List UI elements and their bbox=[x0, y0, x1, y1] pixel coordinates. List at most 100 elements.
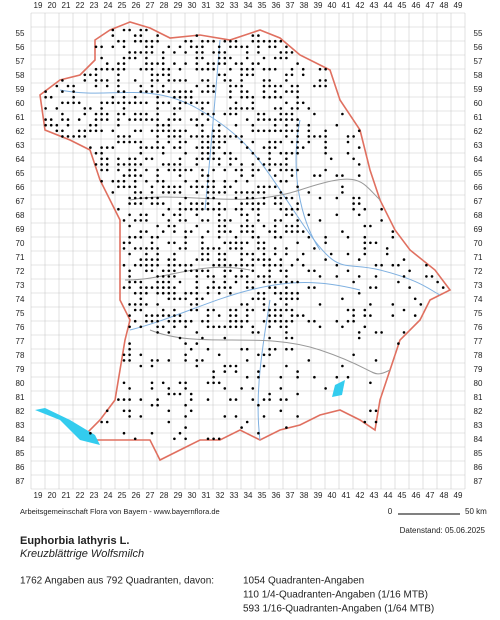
column-label: 43 bbox=[370, 491, 379, 500]
dot bbox=[206, 219, 210, 222]
dot bbox=[285, 247, 288, 250]
dot bbox=[139, 151, 143, 155]
dot bbox=[352, 207, 355, 211]
dot bbox=[189, 202, 193, 205]
dot bbox=[251, 387, 255, 390]
dot bbox=[184, 387, 187, 390]
dot bbox=[408, 286, 411, 289]
column-label: 39 bbox=[314, 1, 323, 10]
dot bbox=[161, 101, 165, 105]
dot bbox=[150, 269, 154, 273]
dot bbox=[357, 275, 361, 278]
dot bbox=[245, 90, 249, 93]
column-label: 19 bbox=[34, 491, 43, 500]
dot bbox=[156, 39, 159, 43]
column-label: 20 bbox=[48, 491, 57, 500]
dot bbox=[251, 207, 255, 211]
dot bbox=[279, 280, 283, 284]
row-label: 71 bbox=[16, 253, 25, 262]
dot bbox=[44, 107, 47, 110]
dot bbox=[150, 387, 154, 390]
dot bbox=[105, 112, 109, 116]
dot bbox=[184, 62, 187, 65]
dot bbox=[307, 235, 311, 239]
dot bbox=[195, 191, 199, 194]
dot bbox=[212, 84, 215, 88]
dot bbox=[217, 291, 221, 295]
lake bbox=[332, 380, 345, 397]
row-label: 82 bbox=[474, 407, 483, 416]
dot bbox=[318, 79, 322, 82]
column-label: 19 bbox=[34, 1, 43, 10]
dot bbox=[195, 67, 199, 71]
dot bbox=[285, 303, 288, 306]
dot bbox=[285, 230, 288, 233]
dot bbox=[307, 129, 311, 133]
dot bbox=[234, 45, 238, 49]
dot bbox=[189, 207, 193, 211]
dot bbox=[139, 230, 143, 233]
dot bbox=[279, 235, 283, 239]
dot bbox=[167, 219, 171, 222]
dot bbox=[251, 163, 255, 166]
dot bbox=[234, 39, 238, 43]
dot bbox=[83, 107, 87, 110]
dot bbox=[145, 319, 148, 323]
dot bbox=[245, 213, 249, 217]
dot bbox=[257, 353, 260, 357]
column-label: 45 bbox=[398, 1, 407, 10]
dot bbox=[167, 359, 171, 362]
dot bbox=[335, 375, 339, 379]
dot bbox=[245, 359, 249, 362]
row-label: 65 bbox=[16, 169, 25, 178]
dot bbox=[195, 291, 199, 295]
column-label: 42 bbox=[356, 1, 365, 10]
dot bbox=[240, 135, 243, 138]
dot bbox=[290, 107, 294, 110]
dot bbox=[167, 314, 171, 317]
dot bbox=[391, 303, 395, 306]
dot bbox=[100, 118, 103, 121]
dot bbox=[285, 269, 288, 273]
dot bbox=[161, 202, 165, 205]
dot bbox=[189, 409, 193, 413]
dot bbox=[223, 224, 227, 228]
dot bbox=[245, 146, 249, 149]
dot bbox=[262, 398, 266, 401]
dot bbox=[279, 297, 283, 301]
dot bbox=[178, 263, 182, 267]
dot bbox=[195, 275, 199, 278]
dot bbox=[273, 230, 277, 233]
dot bbox=[313, 269, 316, 273]
dot bbox=[206, 62, 210, 65]
dot bbox=[184, 359, 187, 362]
dot bbox=[150, 129, 154, 133]
dot bbox=[397, 263, 400, 267]
dot bbox=[223, 191, 227, 194]
dot bbox=[178, 45, 182, 49]
column-label: 21 bbox=[62, 1, 71, 10]
dot bbox=[133, 174, 137, 177]
dot bbox=[206, 196, 210, 200]
dot bbox=[139, 202, 143, 205]
dot bbox=[251, 286, 255, 289]
dot bbox=[206, 174, 210, 177]
dot bbox=[251, 123, 255, 127]
dot bbox=[201, 359, 204, 362]
dot bbox=[413, 297, 417, 301]
row-label: 64 bbox=[16, 155, 25, 164]
dot bbox=[273, 263, 277, 267]
dot bbox=[245, 375, 249, 379]
dot bbox=[240, 163, 243, 166]
dot bbox=[296, 140, 299, 144]
dot bbox=[117, 67, 120, 71]
dot bbox=[229, 95, 232, 99]
dot bbox=[245, 280, 249, 284]
row-label: 82 bbox=[16, 407, 25, 416]
dot bbox=[335, 263, 339, 267]
dot bbox=[285, 123, 288, 127]
dot bbox=[229, 151, 232, 155]
dot bbox=[212, 275, 215, 278]
dot bbox=[307, 107, 311, 110]
row-label: 79 bbox=[16, 365, 25, 374]
